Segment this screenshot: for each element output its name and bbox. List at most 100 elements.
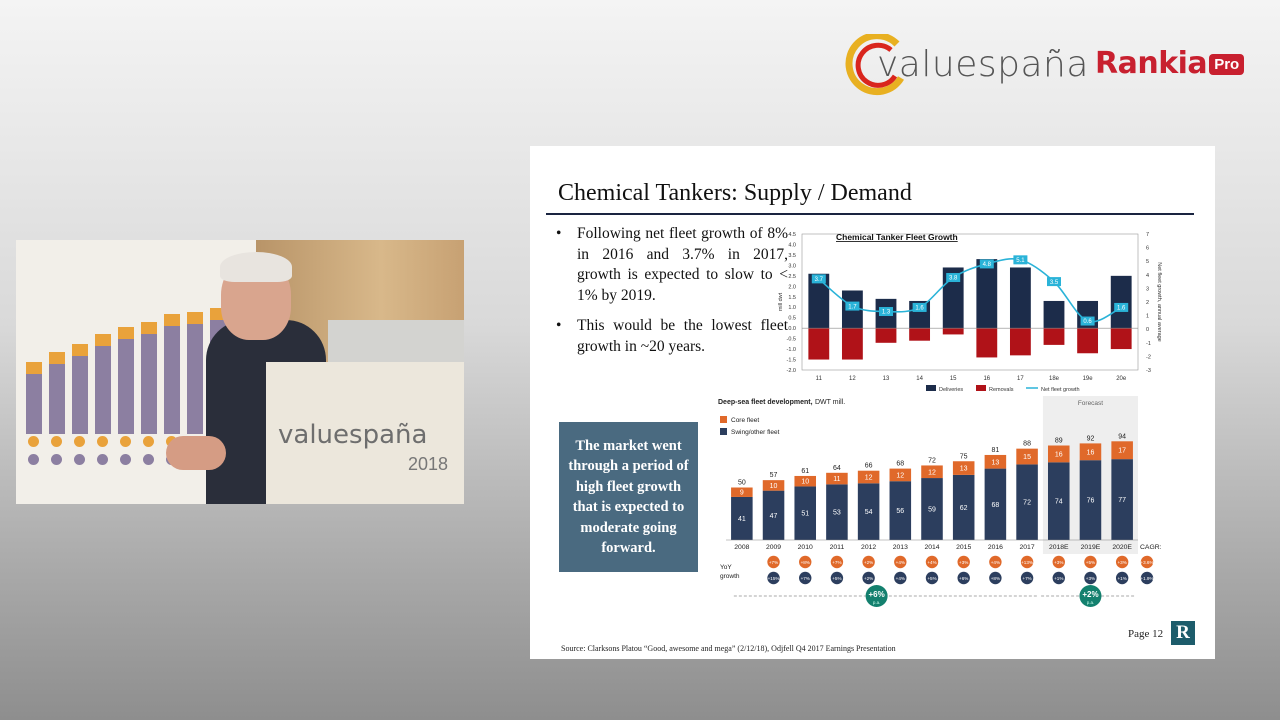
core-value-label: 12 <box>865 475 873 482</box>
chart-title: Deep-sea fleet development, <box>718 399 813 406</box>
x-tick-label: 2014 <box>924 544 939 551</box>
yoy-core-badge <box>925 555 939 569</box>
y-tick-label: 0.0 <box>788 326 796 332</box>
projected-dot <box>28 436 39 447</box>
yoy-swing-badge <box>799 571 812 585</box>
total-value-label: 89 <box>1055 438 1063 445</box>
x-tick-label: 2012 <box>861 544 876 551</box>
swing-fleet-bar <box>794 486 817 540</box>
title-divider <box>546 213 1194 215</box>
cagr-core-badge <box>1140 555 1154 569</box>
core-value-label: 10 <box>770 483 778 490</box>
y-axis-label: mill dwt <box>778 292 784 311</box>
core-fleet-bar <box>762 480 785 491</box>
swing-fleet-bar <box>1016 464 1038 540</box>
projected-bar <box>187 324 203 434</box>
y-tick-label: -2.0 <box>787 368 796 374</box>
swing-fleet-bar <box>984 468 1007 540</box>
core-value-label: 9 <box>740 490 744 497</box>
yoy-swing-badge-label: +6% <box>959 576 968 581</box>
core-fleet-bar <box>952 461 975 475</box>
x-tick-label: 15 <box>950 376 957 382</box>
yoy-swing-badge-label: +15% <box>768 576 780 581</box>
swing-fleet-bar <box>731 496 753 540</box>
net-growth-label: 1.7 <box>848 304 857 310</box>
yoy-swing-badge <box>830 571 844 585</box>
core-fleet-bar <box>826 472 848 485</box>
y2-tick-label: 1 <box>1146 314 1149 320</box>
legend-swatch <box>976 385 986 391</box>
removals-bar <box>909 328 931 341</box>
yoy-swing-badge <box>767 571 780 585</box>
slide-title: Chemical Tankers: Supply / Demand <box>558 180 912 206</box>
core-fleet-bar <box>857 470 880 484</box>
projected-bar-top <box>164 314 180 326</box>
projected-bar-top <box>26 362 42 374</box>
rankia-logo-text: Rankia <box>1095 46 1208 81</box>
projected-dot <box>120 436 131 447</box>
x-tick-label: 20e <box>1116 376 1127 382</box>
deliveries-bar <box>808 273 830 329</box>
period-growth-badge <box>1079 585 1102 607</box>
removals-bar <box>808 328 830 360</box>
swing-value-label: 56 <box>896 508 904 515</box>
yoy-swing-badge <box>894 571 907 585</box>
yoy-swing-badge <box>925 571 939 585</box>
net-growth-line <box>818 258 1122 323</box>
yoy-core-badge-label: +8% <box>801 560 810 565</box>
core-value-label: 10 <box>801 479 809 486</box>
swing-value-label: 72 <box>1023 500 1031 507</box>
core-fleet-bar <box>1047 445 1070 463</box>
legend-label: Removals <box>989 387 1014 393</box>
yoy-core-badge-label: +4% <box>991 560 1000 565</box>
cagr-label: CAGR: <box>1140 544 1162 551</box>
laptop <box>328 320 464 364</box>
podium-year: 2018 <box>408 454 449 474</box>
net-growth-point <box>1114 302 1129 312</box>
net-growth-point <box>1080 316 1095 326</box>
yoy-swing-badge <box>989 571 1002 585</box>
core-value-label: 16 <box>1087 449 1095 456</box>
legend-label: Core fleet <box>731 417 759 424</box>
swing-value-label: 62 <box>960 505 968 512</box>
total-value-label: 75 <box>960 453 968 460</box>
projected-bar-top <box>49 352 65 364</box>
swing-fleet-bar <box>857 483 880 540</box>
swing-fleet-bar <box>921 478 943 540</box>
removals-bar <box>942 328 964 335</box>
x-tick-label: 14 <box>916 376 923 382</box>
y2-tick-label: -2 <box>1146 354 1151 360</box>
net-growth-label: 1.6 <box>1117 306 1126 312</box>
yoy-core-badge <box>957 555 970 569</box>
yoy-core-badge <box>989 555 1002 569</box>
total-value-label: 57 <box>770 472 778 479</box>
legend-swatch <box>720 416 727 423</box>
deliveries-bar <box>1009 267 1031 329</box>
yoy-label: growth <box>720 573 740 580</box>
y-tick-label: 4.0 <box>788 242 796 248</box>
total-value-label: 50 <box>738 480 746 487</box>
x-tick-label: 2015 <box>956 544 971 551</box>
yoy-swing-badge <box>1052 571 1065 585</box>
net-growth-label: 3.8 <box>949 276 958 282</box>
net-growth-label: 3.7 <box>815 277 824 283</box>
y-tick-label: 3.5 <box>788 253 796 259</box>
yoy-core-badge-label: +13% <box>1021 560 1033 565</box>
net-growth-point <box>912 302 927 312</box>
x-tick-label: 11 <box>816 376 823 382</box>
removals-bar <box>976 328 998 358</box>
x-tick-label: 16 <box>983 376 990 382</box>
net-growth-label: 4.8 <box>983 262 992 268</box>
deep-sea-fleet-chart: Forecast Deep-sea fleet development, DWT … <box>718 396 1162 607</box>
y2-tick-label: 4 <box>1146 273 1149 279</box>
projected-dot <box>74 436 85 447</box>
chart-title: Chemical Tanker Fleet Growth <box>836 232 958 242</box>
y-tick-label: 1.5 <box>788 295 796 301</box>
projected-dot <box>143 436 154 447</box>
legend-label: Net fleet growth <box>1041 387 1080 393</box>
projected-bar-top <box>95 334 111 346</box>
projected-bar <box>26 374 42 434</box>
core-fleet-bar <box>1111 441 1133 460</box>
y2-tick-label: -3 <box>1146 368 1151 374</box>
x-tick-label: 2013 <box>893 544 908 551</box>
